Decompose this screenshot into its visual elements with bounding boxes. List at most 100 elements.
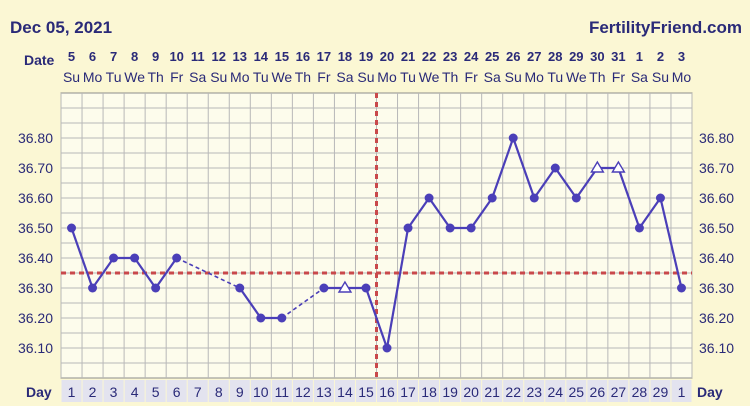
weekday-label: Mo <box>525 69 545 85</box>
cycle-day-cell <box>82 380 103 402</box>
cycle-day-label: 20 <box>463 384 479 400</box>
temperature-segment <box>512 137 536 199</box>
temperature-point <box>508 133 518 143</box>
temperature-point <box>571 193 581 203</box>
temperature-point <box>277 313 287 323</box>
weekday-label: Tu <box>253 69 269 85</box>
y-tick-label-right: 36.50 <box>699 220 734 236</box>
temperature-segment <box>617 167 641 229</box>
temperature-segment <box>491 137 515 199</box>
temperature-segment <box>364 287 389 349</box>
cycle-day-cell <box>124 380 145 402</box>
date-label: 21 <box>401 49 415 64</box>
weekday-label: Mo <box>230 69 250 85</box>
y-tick-label-left: 36.80 <box>18 130 53 146</box>
cycle-day-label: 28 <box>632 384 648 400</box>
cycle-day-label: 25 <box>569 384 585 400</box>
chart-date-header: Dec 05, 2021 <box>10 18 113 37</box>
cycle-day-cell <box>208 380 229 402</box>
date-label: 18 <box>338 49 352 64</box>
cycle-day-label: 5 <box>152 384 160 400</box>
cycle-day-cell <box>229 380 250 402</box>
weekday-label: We <box>566 69 587 85</box>
temperature-point <box>655 193 665 203</box>
y-tick-label-right: 36.40 <box>699 250 734 266</box>
weekday-label: Su <box>505 69 522 85</box>
cycle-day-label: 13 <box>316 384 332 400</box>
cycle-day-label: 2 <box>89 384 97 400</box>
weekday-label: Tu <box>106 69 122 85</box>
temperature-point <box>130 253 140 263</box>
temperature-point <box>361 283 371 293</box>
temperature-segment <box>407 197 430 229</box>
cycle-day-cell <box>250 380 271 402</box>
date-label: 9 <box>152 49 159 64</box>
cycle-day-cell <box>103 380 124 402</box>
cycle-day-label: 7 <box>194 384 202 400</box>
cycle-day-cell <box>271 380 292 402</box>
cycle-day-label: 15 <box>358 384 374 400</box>
weekday-label: Th <box>442 69 458 85</box>
cycle-day-label: 6 <box>173 384 181 400</box>
date-label: 20 <box>380 49 394 64</box>
cycle-day-cell <box>608 380 629 402</box>
cycle-day-label: 18 <box>421 384 437 400</box>
weekday-label: We <box>271 69 292 85</box>
weekday-label: Mo <box>672 69 692 85</box>
y-tick-label-left: 36.30 <box>18 280 53 296</box>
y-tick-label-right: 36.60 <box>699 190 734 206</box>
temperature-point <box>445 223 455 233</box>
date-label: 5 <box>68 49 75 64</box>
temperature-segment <box>533 167 557 199</box>
cycle-day-cell <box>671 380 692 402</box>
temperature-point <box>424 193 434 203</box>
day-row-label-right: Day <box>697 384 723 400</box>
cycle-day-label: 9 <box>236 384 244 400</box>
y-tick-label-right: 36.30 <box>699 280 734 296</box>
temperature-segment <box>470 197 494 229</box>
weekday-label: Tu <box>547 69 563 85</box>
date-label: 8 <box>131 49 138 64</box>
cycle-day-cell <box>377 380 398 402</box>
temperature-point <box>109 253 119 263</box>
date-label: 13 <box>233 49 247 64</box>
date-label: 6 <box>89 49 96 64</box>
temperature-point <box>529 193 539 203</box>
temperature-point <box>382 343 392 353</box>
cycle-day-cell <box>524 380 545 402</box>
weekday-label: Fr <box>612 69 626 85</box>
date-label: 30 <box>590 49 604 64</box>
cycle-day-cell <box>587 380 608 402</box>
temperature-point <box>676 283 686 293</box>
temperature-segment <box>133 257 157 289</box>
temperature-segment <box>238 287 262 319</box>
temperature-point <box>634 223 644 233</box>
cycle-day-label: 11 <box>275 384 290 400</box>
weekday-label: Sa <box>189 69 206 85</box>
temperature-point <box>256 313 266 323</box>
weekday-label: Sa <box>484 69 501 85</box>
weekday-label: Th <box>147 69 163 85</box>
weekday-label: Su <box>63 69 80 85</box>
temperature-segment <box>575 167 599 199</box>
temperature-point <box>151 283 161 293</box>
cycle-day-label: 10 <box>253 384 269 400</box>
cycle-day-cell <box>566 380 587 402</box>
date-label: 24 <box>464 49 479 64</box>
temperature-point <box>235 283 245 293</box>
weekday-label: Sa <box>631 69 648 85</box>
cycle-day-cell <box>629 380 650 402</box>
weekday-label: Fr <box>465 69 479 85</box>
temperature-segment <box>385 227 410 349</box>
temperature-gap-segment <box>281 287 325 319</box>
temperature-point <box>88 283 98 293</box>
brand-header: FertilityFriend.com <box>588 18 742 37</box>
y-tick-label-left: 36.40 <box>18 250 53 266</box>
temperature-point <box>487 193 497 203</box>
cycle-day-label: 1 <box>68 384 76 400</box>
cycle-day-cell <box>313 380 334 402</box>
temperature-point <box>403 223 413 233</box>
discarded-temperature-point <box>337 280 353 293</box>
cycle-day-label: 26 <box>590 384 606 400</box>
temperature-point <box>67 223 77 233</box>
